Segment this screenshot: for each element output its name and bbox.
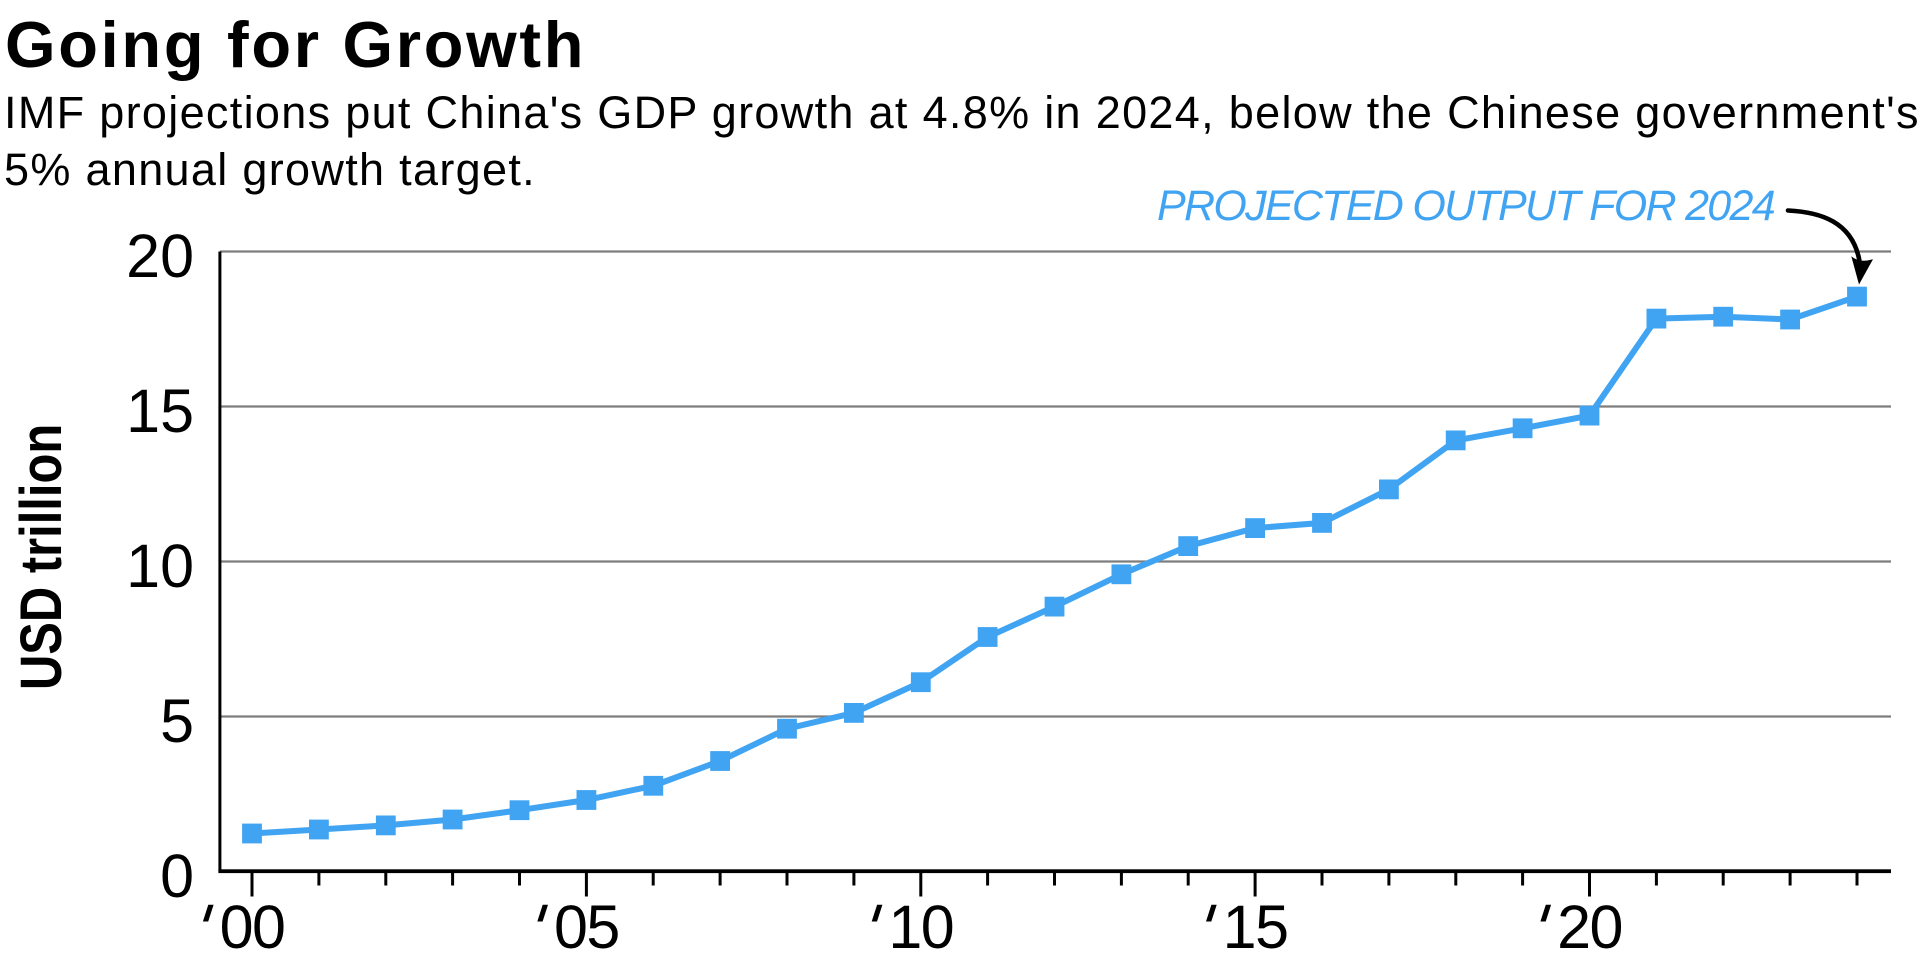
svg-text:15: 15 — [1223, 893, 1288, 961]
svg-text:10: 10 — [126, 532, 194, 600]
svg-text:10: 10 — [888, 893, 953, 961]
svg-text:20: 20 — [1557, 893, 1622, 961]
svg-text:20: 20 — [126, 222, 194, 290]
svg-text:5: 5 — [160, 687, 194, 755]
svg-text:0: 0 — [160, 842, 194, 910]
svg-text:05: 05 — [554, 893, 619, 961]
svg-text:15: 15 — [126, 377, 194, 445]
svg-text:00: 00 — [220, 893, 285, 961]
